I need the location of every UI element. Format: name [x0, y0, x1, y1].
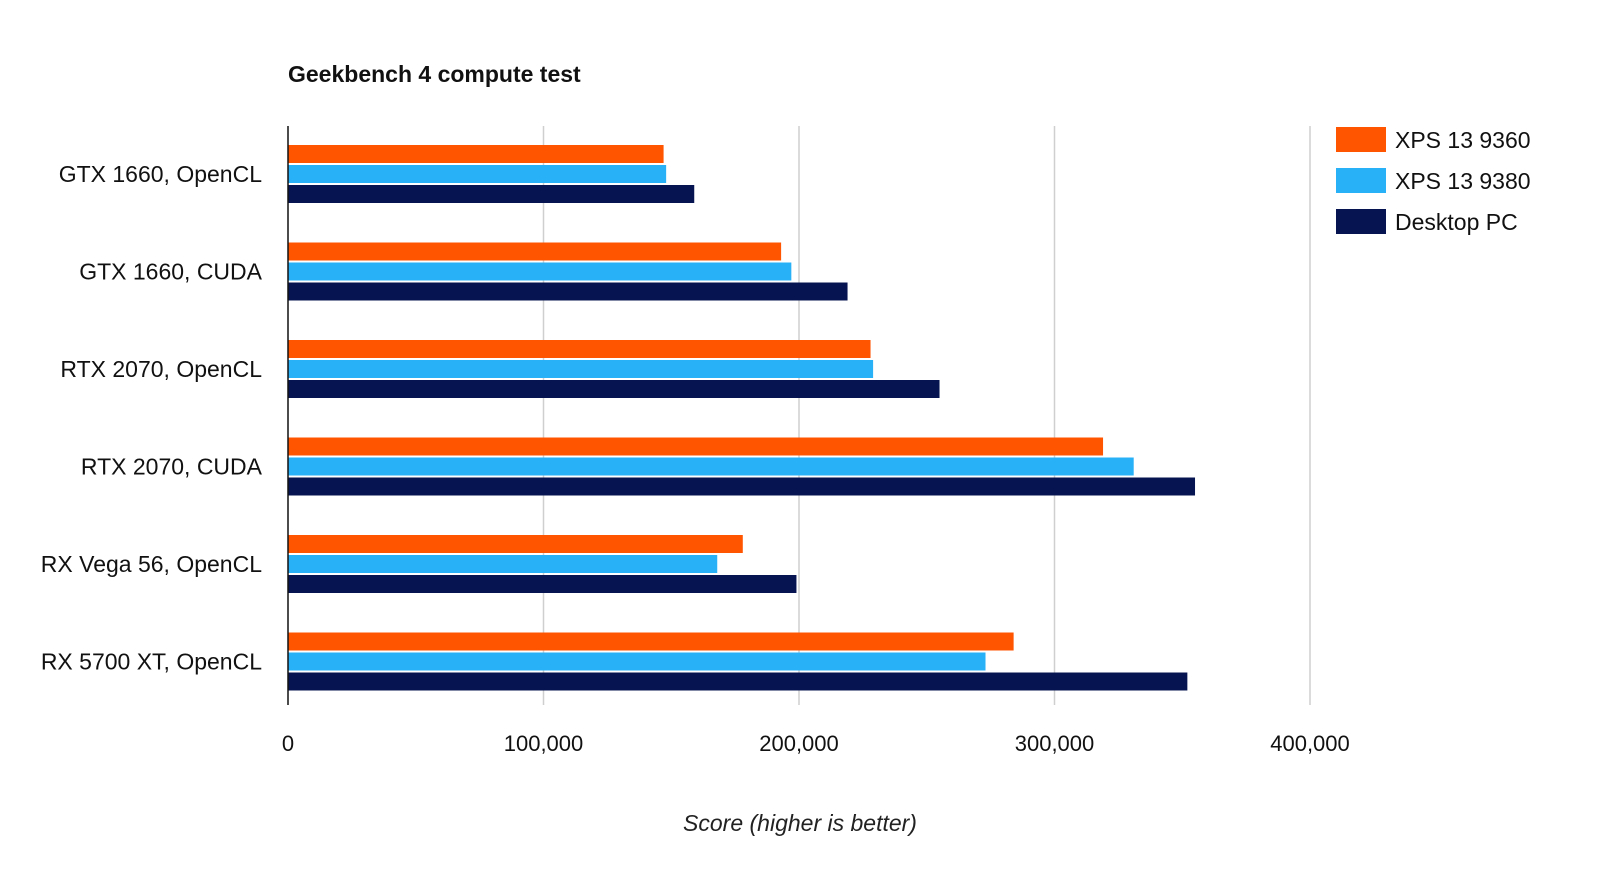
chart-title: Geekbench 4 compute test: [288, 61, 581, 87]
tick-labels: 0 100,000 200,000 300,000 400,000: [282, 731, 1350, 756]
category-label: RTX 2070, OpenCL: [60, 356, 262, 382]
legend-swatch: [1336, 127, 1386, 152]
bar: [288, 632, 1014, 651]
legend-label: Desktop PC: [1395, 209, 1518, 235]
legend-label: XPS 13 9360: [1395, 127, 1531, 153]
category-label: GTX 1660, CUDA: [79, 259, 262, 285]
tick-label: 200,000: [759, 731, 839, 756]
bar: [288, 477, 1196, 496]
bar: [288, 165, 667, 183]
bar: [288, 185, 695, 203]
bar: [288, 437, 1104, 456]
bar: [288, 340, 871, 358]
bar: [288, 242, 782, 261]
bar: [288, 555, 718, 573]
legend-swatch: [1336, 209, 1386, 234]
category-label: RX Vega 56, OpenCL: [41, 551, 262, 577]
bar: [288, 672, 1188, 691]
x-axis-label: Score (higher is better): [683, 810, 917, 836]
tick-label: 0: [282, 731, 294, 756]
bar: [288, 575, 797, 593]
bar: [288, 360, 874, 378]
bar: [288, 535, 743, 553]
tick-label: 300,000: [1015, 731, 1095, 756]
bar: [288, 652, 986, 671]
legend: XPS 13 9360 XPS 13 9380 Desktop PC: [1336, 127, 1531, 235]
category-label: RTX 2070, CUDA: [81, 454, 263, 480]
gridlines: [542, 126, 1311, 705]
category-label: GTX 1660, OpenCL: [59, 161, 262, 187]
bar: [288, 262, 792, 281]
legend-label: XPS 13 9380: [1395, 168, 1531, 194]
legend-swatch: [1336, 168, 1386, 193]
tick-label: 400,000: [1270, 731, 1350, 756]
bars: [288, 145, 1196, 691]
category-labels: GTX 1660, OpenCL GTX 1660, CUDA RTX 2070, …: [41, 161, 263, 675]
category-label: RX 5700 XT, OpenCL: [41, 649, 262, 675]
tick-label: 100,000: [504, 731, 584, 756]
bar: [288, 380, 940, 398]
bar: [288, 457, 1134, 476]
bar: [288, 145, 664, 163]
bar: [288, 282, 848, 301]
